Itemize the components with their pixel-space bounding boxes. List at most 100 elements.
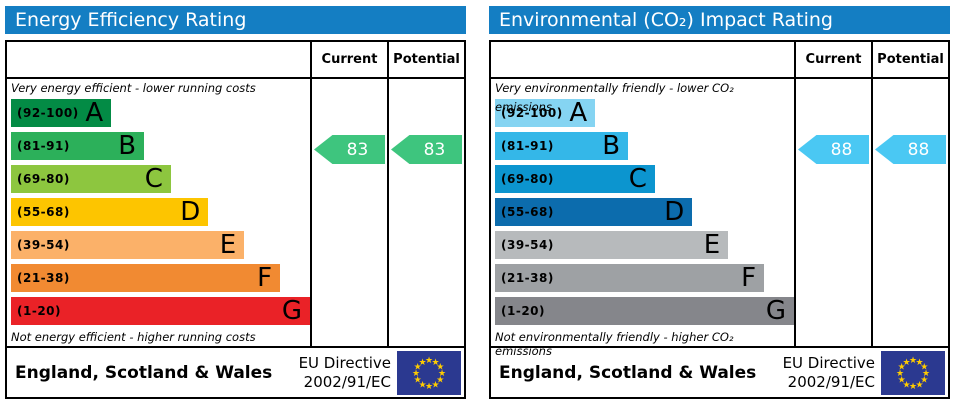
- svg-text:★: ★: [436, 362, 444, 372]
- svg-text:★: ★: [438, 369, 446, 379]
- rating-bands: (92-100) A (81-91) B (69-80) C (55-68) D (39-54)…: [491, 99, 794, 325]
- band-row-e: (39-54) E: [11, 231, 310, 259]
- top-caption: Very environmentally friendly - lower CO…: [495, 81, 734, 114]
- band-row-c: (69-80) C: [11, 165, 310, 193]
- potential-column-header: Potential: [871, 42, 948, 79]
- band-range-label: (39-54): [17, 238, 70, 252]
- rating-bands-area: Very energy efficient - lower running co…: [7, 79, 310, 346]
- potential-rating-arrow: 83: [391, 135, 462, 164]
- band-range-label: (1-20): [501, 304, 545, 318]
- band-range-label: (69-80): [501, 172, 554, 186]
- current-rating-cell: 83: [310, 79, 387, 346]
- potential-rating-value: 88: [907, 139, 930, 160]
- current-rating-arrow: 83: [314, 135, 385, 164]
- band-letter: C: [628, 164, 647, 194]
- band-letter: E: [703, 230, 721, 260]
- svg-text:★: ★: [920, 375, 928, 385]
- band-range-label: (1-20): [17, 304, 61, 318]
- eu-directive-line1: EU Directive: [782, 353, 875, 372]
- svg-text:★: ★: [431, 357, 439, 367]
- svg-text:★: ★: [436, 375, 444, 385]
- band-letter: D: [664, 197, 685, 227]
- band-row-b: (81-91) B: [11, 132, 310, 160]
- bottom-caption: Not energy efficient - higher running co…: [11, 330, 256, 344]
- band-range-label: (92-100): [501, 106, 563, 120]
- svg-text:★: ★: [414, 362, 422, 372]
- eu-flag-icon: ★★★★★★★★★★★★: [397, 350, 461, 395]
- band-bar-f: (21-38) F: [11, 263, 281, 293]
- band-bar-c: (69-80) C: [495, 165, 655, 193]
- potential-rating-cell: 88: [871, 79, 948, 346]
- band-bar-a: (92-100) A: [11, 98, 112, 128]
- band-letter: D: [180, 197, 201, 227]
- band-bar-d: (55-68) D: [11, 197, 209, 227]
- band-row-a: (92-100) A: [11, 99, 310, 127]
- band-range-label: (55-68): [17, 205, 70, 219]
- current-rating-arrow: 88: [798, 135, 869, 164]
- table-footer: England, Scotland & Wales EU Directive 2…: [7, 346, 464, 397]
- band-bar-a: (92-100) A: [495, 98, 596, 128]
- band-range-label: (92-100): [17, 106, 79, 120]
- band-row-c: (69-80) C: [495, 165, 794, 193]
- svg-text:★: ★: [915, 380, 923, 390]
- band-row-f: (21-38) F: [495, 264, 794, 292]
- svg-text:★: ★: [909, 382, 917, 392]
- band-range-label: (69-80): [17, 172, 70, 186]
- band-letter: G: [765, 296, 786, 326]
- eu-directive-line1: EU Directive: [298, 353, 391, 372]
- svg-text:★: ★: [909, 356, 917, 366]
- band-letter: F: [257, 263, 273, 293]
- band-bar-d: (55-68) D: [495, 197, 693, 227]
- environmental-impact-title: Environmental (CO₂) Impact Rating: [489, 6, 950, 34]
- band-bar-g: (1-20) G: [495, 297, 794, 325]
- potential-rating-value: 83: [423, 139, 446, 160]
- svg-text:★: ★: [898, 362, 906, 372]
- band-letter: F: [741, 263, 757, 293]
- region-label: England, Scotland & Wales: [15, 362, 273, 383]
- band-row-g: (1-20) G: [495, 297, 794, 325]
- eu-flag-icon: ★★★★★★★★★★★★: [881, 350, 945, 395]
- bottom-caption: Not environmentally friendly - higher CO…: [495, 330, 734, 358]
- band-letter: C: [144, 164, 163, 194]
- band-range-label: (21-38): [17, 271, 70, 285]
- potential-rating-cell: 83: [387, 79, 464, 346]
- svg-text:★: ★: [425, 382, 433, 392]
- svg-text:★: ★: [922, 369, 930, 379]
- svg-text:★: ★: [418, 380, 426, 390]
- band-letter: E: [219, 230, 237, 260]
- current-rating-value: 88: [830, 139, 853, 160]
- band-letter: G: [281, 296, 302, 326]
- current-rating-cell: 88: [794, 79, 871, 346]
- energy-efficiency-table: Current Potential Very energy efficient …: [5, 40, 466, 399]
- environmental-impact-table: Current Potential Very environmentally f…: [489, 40, 950, 399]
- eu-directive-line2: 2002/91/EC: [787, 372, 875, 391]
- svg-text:★: ★: [431, 380, 439, 390]
- svg-text:★: ★: [920, 362, 928, 372]
- eu-directive-label: EU Directive 2002/91/EC: [783, 354, 875, 392]
- band-bar-g: (1-20) G: [11, 297, 310, 325]
- band-row-d: (55-68) D: [495, 198, 794, 226]
- band-bar-c: (69-80) C: [11, 165, 171, 193]
- eu-directive-label: EU Directive 2002/91/EC: [299, 354, 391, 392]
- empty-header-cell: [491, 42, 794, 79]
- band-row-b: (81-91) B: [495, 132, 794, 160]
- band-range-label: (81-91): [501, 139, 554, 153]
- eu-directive-line2: 2002/91/EC: [303, 372, 391, 391]
- band-range-label: (39-54): [501, 238, 554, 252]
- band-letter: A: [569, 98, 588, 128]
- band-letter: A: [85, 98, 104, 128]
- energy-efficiency-panel: Energy Efficiency Rating Current Potenti…: [5, 6, 466, 404]
- band-range-label: (21-38): [501, 271, 554, 285]
- band-bar-e: (39-54) E: [11, 230, 245, 260]
- svg-text:★: ★: [418, 357, 426, 367]
- svg-text:★: ★: [896, 369, 904, 379]
- region-label: England, Scotland & Wales: [499, 362, 757, 383]
- band-range-label: (81-91): [17, 139, 70, 153]
- band-row-d: (55-68) D: [11, 198, 310, 226]
- band-row-a: (92-100) A: [495, 99, 794, 127]
- current-column-header: Current: [794, 42, 871, 79]
- band-letter: B: [602, 131, 621, 161]
- band-bar-b: (81-91) B: [495, 131, 629, 161]
- band-row-f: (21-38) F: [11, 264, 310, 292]
